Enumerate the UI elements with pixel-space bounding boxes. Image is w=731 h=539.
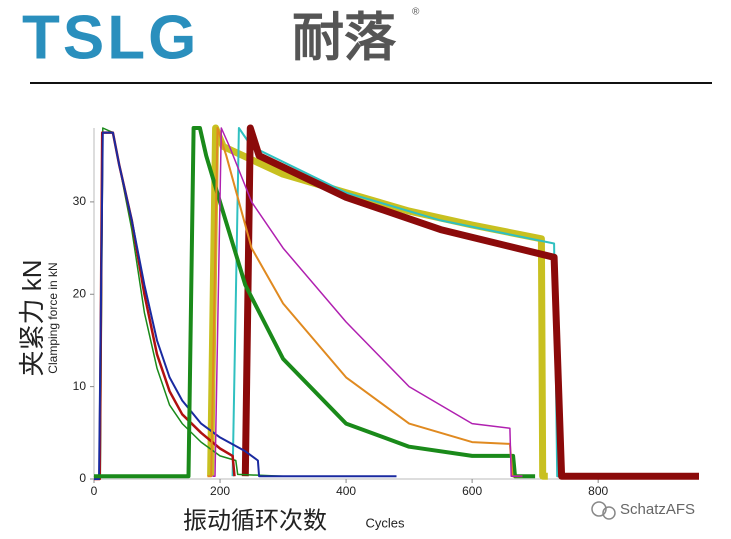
watermark: SchatzAFS bbox=[620, 501, 695, 518]
x-tick-label: 800 bbox=[588, 484, 608, 498]
series-line bbox=[241, 124, 699, 480]
y-axis-title-en: Clamping force in kN bbox=[46, 262, 60, 373]
y-tick-label: 20 bbox=[73, 286, 87, 300]
series-line bbox=[93, 127, 284, 480]
x-tick-label: 0 bbox=[91, 484, 98, 498]
y-tick-label: 30 bbox=[73, 194, 87, 208]
y-tick-label: 10 bbox=[73, 379, 87, 393]
x-axis-title-en: Cycles bbox=[365, 515, 405, 530]
series-line bbox=[94, 131, 397, 480]
x-axis-title: 振动循环次数 bbox=[183, 507, 327, 534]
series-line bbox=[94, 126, 536, 479]
plot: 0 10 20 30 0 200 400 600 800 bbox=[73, 124, 699, 498]
x-tick-label: 600 bbox=[462, 484, 482, 498]
y-axis-title: 夹紧力 kN bbox=[17, 259, 47, 376]
registered-mark: ® bbox=[412, 7, 420, 18]
x-tick-label: 200 bbox=[210, 484, 230, 498]
series-line bbox=[212, 127, 523, 477]
brand: TSLG bbox=[22, 3, 199, 72]
series-line bbox=[231, 127, 573, 478]
brand-cn: 耐落 bbox=[292, 10, 397, 68]
series-line bbox=[207, 124, 548, 480]
y-tick-label: 0 bbox=[79, 471, 86, 485]
watermark-icon bbox=[591, 501, 616, 520]
x-tick-label: 400 bbox=[336, 484, 356, 498]
